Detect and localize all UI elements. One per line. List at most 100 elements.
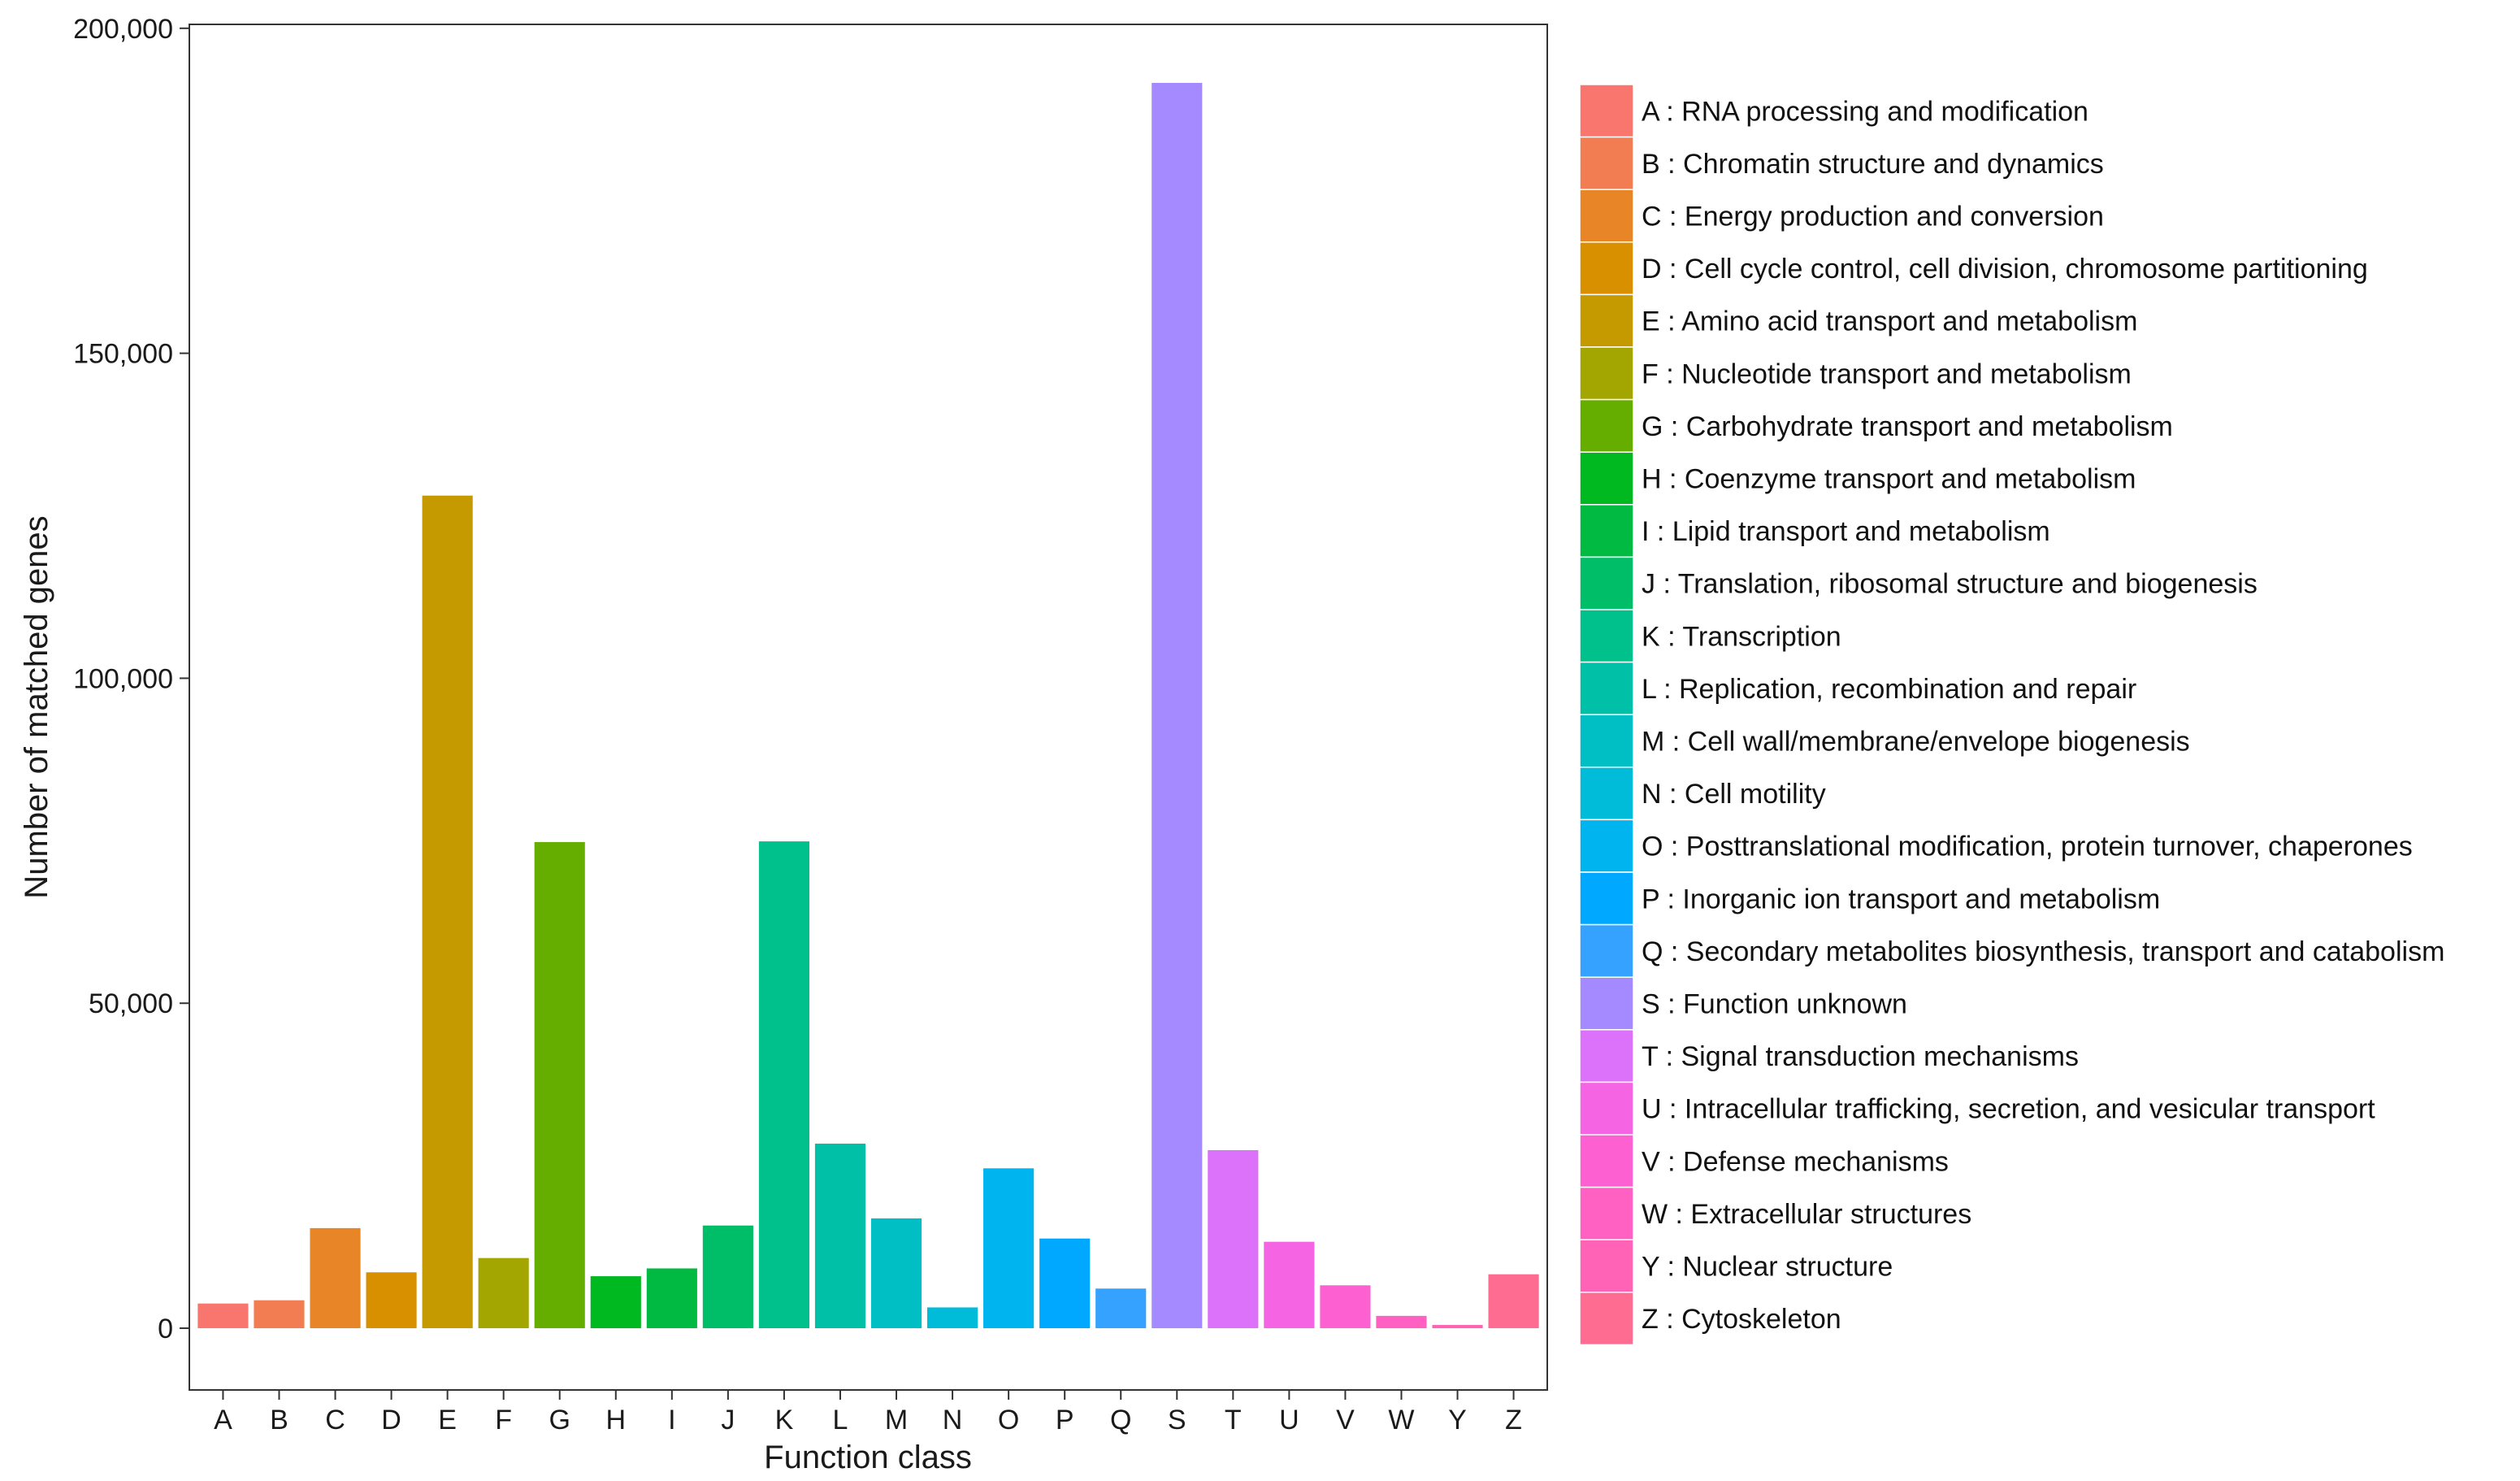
bar-L [814, 1143, 866, 1329]
bar-V [1320, 1285, 1371, 1329]
bar-B [254, 1300, 305, 1329]
legend-key-M [1579, 714, 1634, 768]
y-axis: 0 50,000 100,000 150,000 200,000 [73, 14, 189, 1344]
bars [197, 82, 1539, 1329]
bar-U [1264, 1241, 1315, 1329]
legend-label-Y: Y : Nuclear structure [1642, 1252, 1893, 1283]
legend-label-P: P : Inorganic ion transport and metaboli… [1642, 884, 2160, 914]
legend-label-I: I : Lipid transport and metabolism [1642, 516, 2050, 547]
legend-label-H: H : Coenzyme transport and metabolism [1642, 464, 2136, 495]
legend-label-L: L : Replication, recombination and repai… [1642, 674, 2136, 705]
legend-label-V: V : Defense mechanisms [1642, 1146, 1949, 1177]
legend-key-C [1579, 189, 1634, 243]
x-tick-label-V: V [1336, 1405, 1355, 1435]
bar-H [590, 1276, 641, 1329]
plot-panel [189, 24, 1548, 1391]
x-tick-label-U: U [1279, 1405, 1299, 1435]
legend-key-F [1579, 346, 1634, 401]
legend-key-Z [1579, 1292, 1634, 1346]
legend-key-U [1579, 1081, 1634, 1136]
legend-label-E: E : Amino acid transport and metabolism [1642, 306, 2137, 337]
legend-label-G: G : Carbohydrate transport and metabolis… [1642, 411, 2173, 442]
legend-key-I [1579, 504, 1634, 558]
bar-G [534, 841, 585, 1329]
x-tick-label-I: I [668, 1405, 675, 1435]
x-tick-label-H: H [605, 1405, 626, 1435]
legend-key-B [1579, 136, 1634, 190]
x-tick-label-S: S [1168, 1405, 1186, 1435]
x-tick-label-Z: Z [1505, 1405, 1522, 1435]
legend-label-W: W : Extracellular structures [1642, 1199, 1971, 1230]
legend-label-S: S : Function unknown [1642, 989, 1907, 1020]
legend-label-M: M : Cell wall/membrane/envelope biogenes… [1642, 727, 2190, 758]
bar-C [310, 1227, 361, 1329]
bar-T [1208, 1149, 1259, 1329]
y-axis-title: Number of matched genes [19, 515, 54, 898]
y-tick-label: 150,000 [73, 339, 173, 370]
legend-key-Q [1579, 923, 1634, 978]
legend-key-H [1579, 451, 1634, 506]
x-tick-label-K: K [775, 1405, 794, 1435]
x-tick-label-C: C [325, 1405, 345, 1435]
legend-label-C: C : Energy production and conversion [1642, 202, 2104, 232]
x-tick-label-E: E [438, 1405, 457, 1435]
legend-key-P [1579, 871, 1634, 926]
legend-key-E [1579, 293, 1634, 348]
x-tick-label-Y: Y [1448, 1405, 1467, 1435]
x-tick-label-P: P [1056, 1405, 1074, 1435]
bar-I [646, 1268, 697, 1329]
legend-label-Q: Q : Secondary metabolites biosynthesis, … [1642, 936, 2444, 967]
legend-label-F: F : Nucleotide transport and metabolism [1642, 358, 2132, 389]
y-tick-label: 50,000 [89, 988, 173, 1019]
legend-key-Y [1579, 1239, 1634, 1293]
legend-label-J: J : Translation, ribosomal structure and… [1642, 569, 2258, 600]
bar-N [927, 1307, 978, 1329]
bar-O [983, 1168, 1034, 1329]
legend-label-B: B : Chromatin structure and dynamics [1642, 149, 2104, 180]
y-tick-label: 0 [158, 1314, 173, 1344]
bar-A [197, 1303, 249, 1329]
x-tick-label-J: J [721, 1405, 735, 1435]
legend-label-A: A : RNA processing and modification [1642, 96, 2088, 127]
legend-key-O [1579, 819, 1634, 873]
bar-Y [1432, 1325, 1483, 1329]
legend-label-D: D : Cell cycle control, cell division, c… [1642, 254, 2368, 284]
x-tick-label-G: G [549, 1405, 570, 1435]
legend-key-W [1579, 1186, 1634, 1240]
x-tick-label-T: T [1225, 1405, 1242, 1435]
legend-key-A [1579, 84, 1634, 138]
legend-key-S [1579, 976, 1634, 1031]
bar-J [702, 1225, 753, 1329]
y-tick-label: 100,000 [73, 663, 173, 694]
legend-label-N: N : Cell motility [1642, 779, 1826, 810]
legend-label-Z: Z : Cytoskeleton [1642, 1304, 1841, 1335]
legend-label-O: O : Posttranslational modification, prot… [1642, 832, 2413, 862]
legend-key-V [1579, 1134, 1634, 1188]
legend-key-D [1579, 241, 1634, 296]
legend-key-J [1579, 556, 1634, 610]
legend-label-K: K : Transcription [1642, 621, 1841, 652]
legend-label-U: U : Intracellular trafficking, secretion… [1642, 1094, 2375, 1125]
x-tick-label-A: A [214, 1405, 232, 1435]
x-axis-title: Function class [764, 1440, 972, 1475]
bar-Z [1488, 1274, 1539, 1329]
bar-E [422, 495, 473, 1329]
x-tick-label-N: N [943, 1405, 963, 1435]
x-tick-label-Q: Q [1110, 1405, 1131, 1435]
x-tick-label-L: L [833, 1405, 848, 1435]
x-tick-label-F: F [495, 1405, 512, 1435]
bar-P [1039, 1238, 1091, 1329]
x-tick-label-B: B [270, 1405, 288, 1435]
legend-key-T [1579, 1029, 1634, 1084]
legend: A : RNA processing and modification B : C… [1579, 84, 2444, 1346]
x-tick-label-O: O [998, 1405, 1019, 1435]
bar-F [478, 1257, 529, 1329]
x-tick-label-M: M [885, 1405, 908, 1435]
bar-W [1376, 1315, 1427, 1329]
legend-key-L [1579, 661, 1634, 715]
bar-K [758, 841, 809, 1329]
legend-key-K [1579, 609, 1634, 663]
x-tick-label-D: D [381, 1405, 401, 1435]
